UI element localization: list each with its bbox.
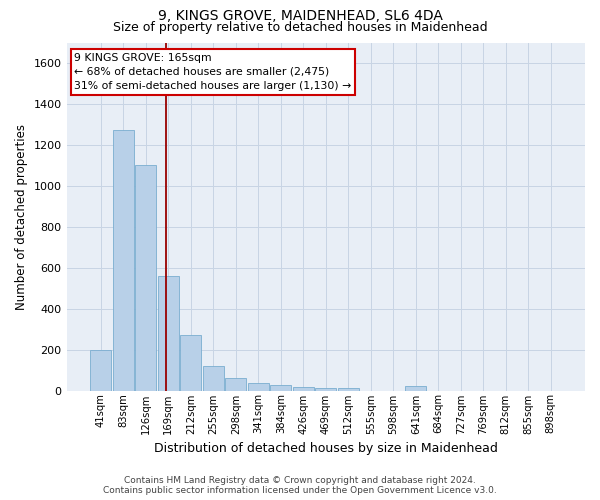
Bar [90,350,112,391]
Bar [180,335,202,390]
Text: 9, KINGS GROVE, MAIDENHEAD, SL6 4DA: 9, KINGS GROVE, MAIDENHEAD, SL6 4DA [158,9,442,23]
Bar [135,166,157,390]
Bar [315,388,337,390]
Bar [338,388,359,390]
X-axis label: Distribution of detached houses by size in Maidenhead: Distribution of detached houses by size … [154,442,498,455]
Bar [158,276,179,390]
Bar [270,386,292,390]
Text: Contains HM Land Registry data © Crown copyright and database right 2024.
Contai: Contains HM Land Registry data © Crown c… [103,476,497,495]
Bar [405,386,427,390]
Text: Size of property relative to detached houses in Maidenhead: Size of property relative to detached ho… [113,21,487,34]
Y-axis label: Number of detached properties: Number of detached properties [15,124,28,310]
Bar [293,388,314,390]
Bar [225,378,247,390]
Bar [203,366,224,390]
Text: 9 KINGS GROVE: 165sqm
← 68% of detached houses are smaller (2,475)
31% of semi-d: 9 KINGS GROVE: 165sqm ← 68% of detached … [74,53,352,91]
Bar [113,130,134,390]
Bar [248,384,269,390]
